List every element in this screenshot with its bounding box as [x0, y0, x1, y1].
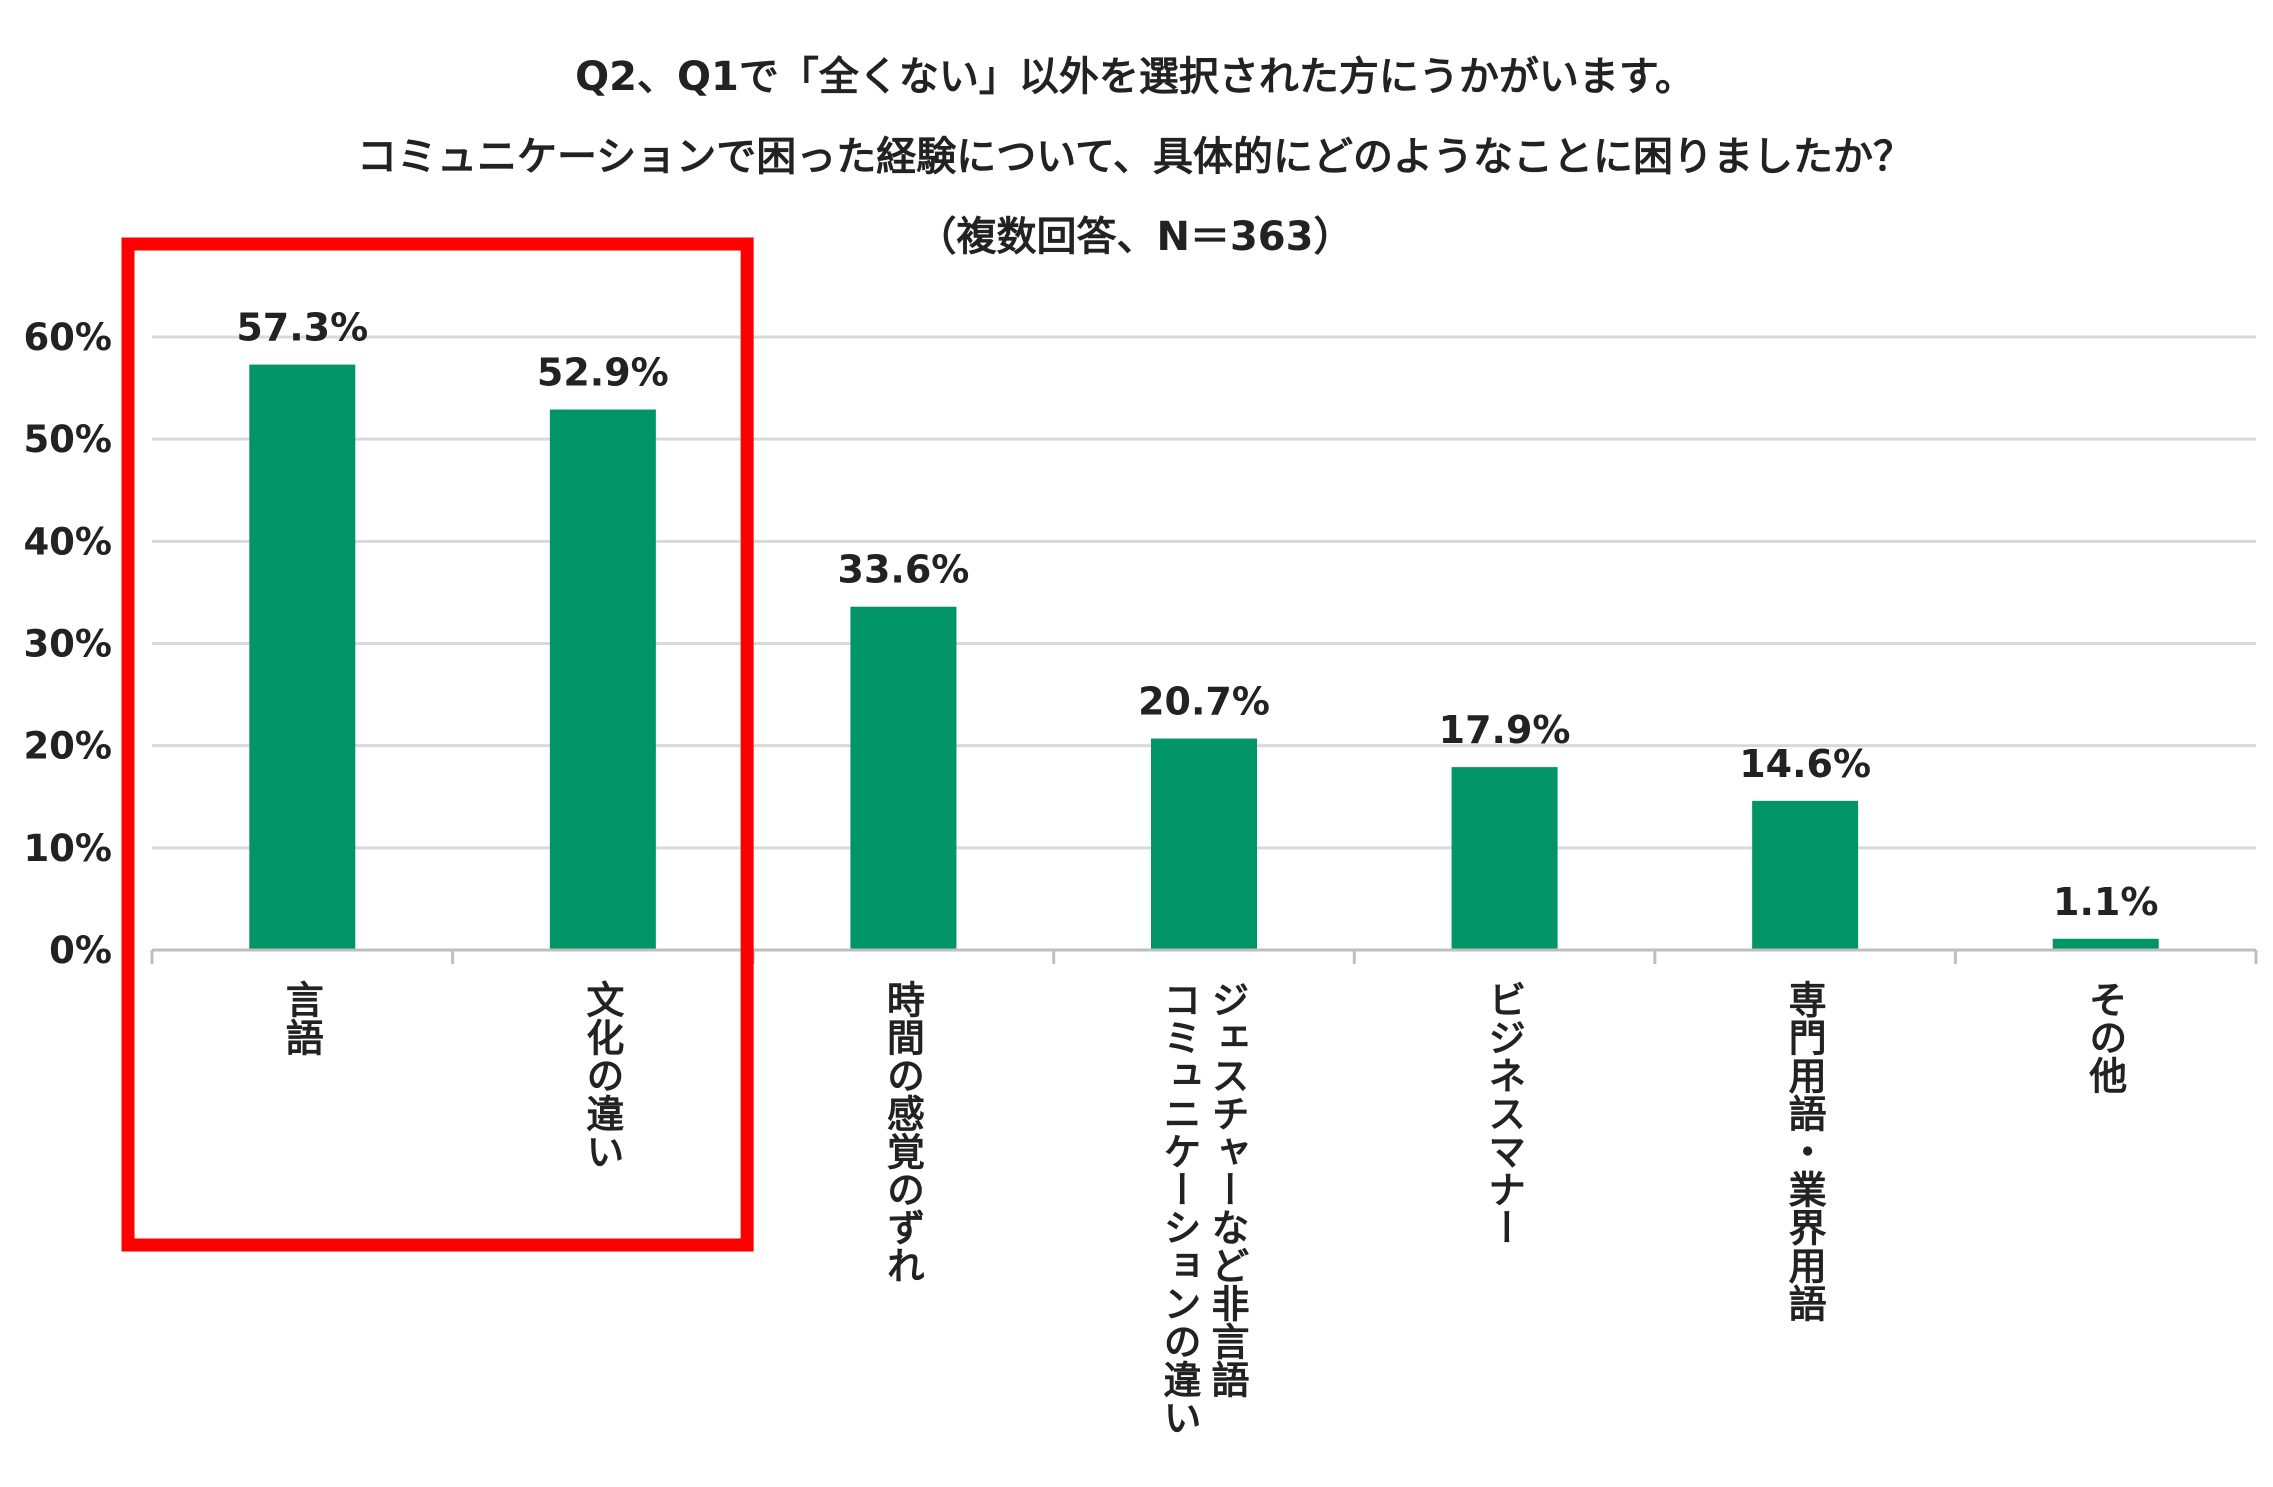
bar: [2052, 938, 2159, 950]
y-axis-ticks: 0% 10% 20% 30% 40% 50% 60%: [23, 316, 112, 972]
x-category-label: 言語: [279, 980, 324, 1056]
y-tick-label: 20%: [23, 725, 112, 768]
y-tick-label: 30%: [23, 623, 112, 666]
chart-title-line-2: コミュニケーションで困った経験について、具体的にどのようなことに困りましたか？: [357, 134, 1913, 180]
data-label: 33.6%: [838, 548, 970, 592]
y-tick-label: 10%: [23, 827, 112, 870]
bar: [1451, 767, 1558, 950]
y-tick-label: 0%: [49, 929, 112, 972]
x-category-label: ジェスチャーなど非言語: [1205, 980, 1249, 1398]
y-tick-label: 50%: [23, 418, 112, 461]
x-category-label: 時間の感覚のずれ: [880, 980, 925, 1284]
data-label: 1.1%: [2053, 880, 2158, 924]
bars: [249, 364, 2159, 951]
data-label: 17.9%: [1439, 708, 1571, 752]
x-category-label: ビジネスマナー: [1481, 980, 1526, 1246]
data-label: 14.6%: [1739, 742, 1871, 786]
y-tick-label: 60%: [23, 316, 112, 359]
x-category-label: コミュニケーションの違い: [1157, 980, 1201, 1436]
x-category-label: 文化の違い: [579, 980, 624, 1170]
bar: [549, 409, 656, 950]
x-category-label: その他: [2082, 980, 2127, 1094]
chart-title-line-3: （複数回答、N＝363）: [917, 214, 1354, 260]
bar: [1151, 738, 1257, 950]
x-axis: [150, 948, 2258, 964]
gridlines: [152, 335, 2256, 850]
data-label: 52.9%: [537, 351, 669, 395]
bar: [850, 606, 957, 950]
bar: [1752, 800, 1859, 950]
data-labels: 57.3% 52.9% 33.6% 20.7% 17.9% 14.6% 1.1%: [236, 306, 2158, 924]
chart-title-line-1: Q2、Q1で「全くない」以外を選択された方にうかがいます。: [575, 54, 1695, 100]
bar: [249, 364, 356, 951]
y-tick-label: 40%: [23, 520, 112, 563]
data-label: 20.7%: [1138, 680, 1270, 724]
data-label: 57.3%: [236, 306, 368, 350]
x-category-label: 専門用語・業界用語: [1782, 980, 1827, 1322]
highlight-box: [121, 237, 754, 1252]
